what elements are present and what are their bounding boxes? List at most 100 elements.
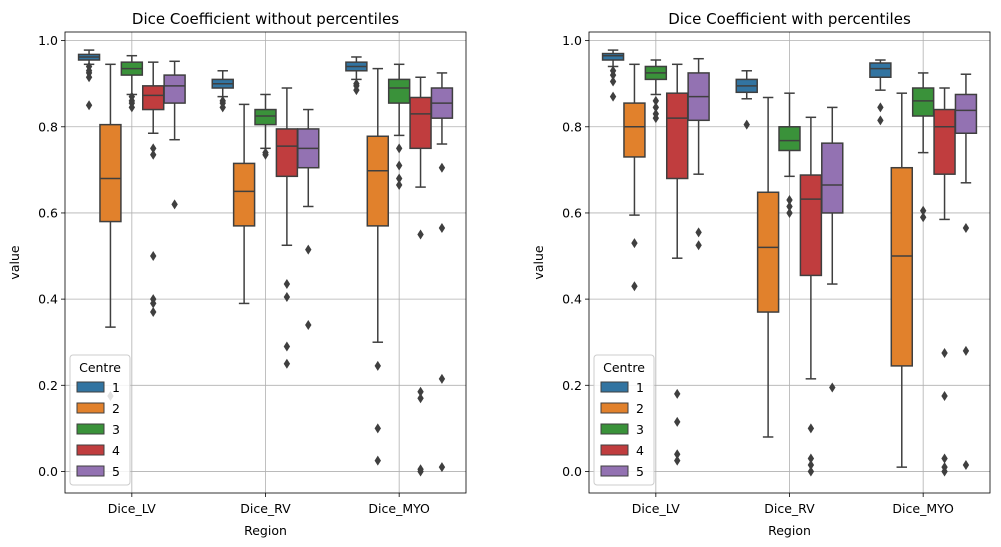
legend-label-centre-1: 1 (112, 380, 120, 395)
legend-swatch-centre-3 (600, 423, 629, 435)
chart-panel-2: 0.0 0.2 0.4 0.6 0.8 1.0 Dice_LV Dice_RV Dice_MYO… (531, 10, 991, 538)
x-axis-label: Region (244, 523, 287, 538)
box-body (623, 102, 646, 158)
legend-swatch-centre-3 (76, 423, 105, 435)
outlier-point (807, 453, 815, 464)
outlier-point (150, 251, 157, 262)
box-body (254, 108, 277, 126)
box-Dice_RV-centre-2 (756, 96, 780, 438)
box-Dice_LV-centre-1 (77, 49, 101, 111)
box-body (163, 74, 186, 104)
y-tick-label: 0.6 (562, 205, 582, 220)
y-tick-label: 1.0 (562, 33, 582, 48)
box-body (99, 123, 122, 223)
outlier-point (150, 143, 157, 154)
outlier-point (305, 319, 312, 330)
box-Dice_LV-centre-4 (665, 63, 689, 466)
x-tick-label: Dice_RV (240, 501, 291, 516)
outlier-point (743, 119, 750, 130)
box-body (756, 191, 780, 313)
box-body (869, 62, 892, 78)
outlier-point (417, 393, 424, 404)
box-Dice_RV-centre-1 (735, 70, 758, 130)
box-Dice_LV-centre-3 (120, 54, 144, 113)
outlier-point (962, 223, 970, 234)
x-tick-label: Dice_MYO (368, 501, 430, 516)
box-Dice_LV-centre-1 (601, 49, 625, 102)
y-tick-label: 0.6 (38, 205, 58, 220)
box-Dice_RV-centre-4 (799, 116, 823, 477)
y-tick-label: 1.0 (38, 33, 58, 48)
outlier-point (395, 173, 403, 184)
box-body (366, 135, 390, 227)
outlier-point (353, 85, 360, 96)
box-body (933, 108, 956, 175)
outlier-point (674, 416, 681, 427)
x-axis-label: Region (768, 523, 811, 538)
outlier-point (374, 455, 381, 466)
outlier-point (652, 113, 660, 124)
outlier-point (919, 212, 927, 223)
box-Dice_RV-centre-5 (821, 106, 844, 393)
outlier-point (652, 102, 660, 113)
outlier-point (941, 466, 948, 477)
box-Dice_LV-centre-3 (644, 59, 668, 124)
outlier-point (919, 205, 927, 216)
outlier-point (417, 386, 424, 397)
y-tick-label: 0.0 (38, 464, 58, 479)
legend-label-centre-3: 3 (112, 422, 120, 437)
outlier-point (171, 199, 178, 210)
outlier-point (128, 102, 136, 113)
outlier-point (631, 238, 638, 249)
box-body (275, 128, 299, 178)
box-body (665, 92, 689, 180)
outlier-point (438, 162, 446, 173)
legend-label-centre-2: 2 (112, 401, 120, 416)
box-Dice_LV-centre-4 (141, 61, 165, 318)
box-body (141, 85, 165, 111)
y-axis-label: value (7, 245, 22, 279)
outlier-point (395, 179, 403, 190)
y-axis-label: value (531, 245, 546, 279)
box-body (232, 162, 256, 227)
outlier-point (305, 244, 312, 255)
box-body (821, 142, 844, 214)
outlier-point (877, 115, 884, 126)
legend-label-centre-4: 4 (112, 443, 120, 458)
y-tick-label: 0.0 (562, 464, 582, 479)
box-Dice_MYO-centre-4 (933, 87, 956, 477)
legend-swatch-centre-5 (600, 465, 629, 477)
box-body (409, 96, 432, 150)
y-tick-label: 0.4 (562, 292, 582, 307)
chart-title: Dice Coefficient with percentiles (668, 10, 911, 28)
box-Dice_MYO-centre-1 (345, 56, 368, 96)
outlier-point (219, 102, 226, 113)
legend-swatch-centre-1 (600, 381, 629, 393)
legend-swatch-centre-4 (600, 444, 629, 456)
legend-title: Centre (603, 360, 645, 375)
legend-swatch-centre-2 (76, 402, 105, 414)
outlier-point (786, 195, 793, 206)
outlier-point (674, 455, 681, 466)
outlier-point (786, 207, 793, 218)
box-body (778, 126, 801, 152)
box-Dice_MYO-centre-2 (890, 92, 914, 468)
outlier-point (609, 76, 617, 87)
outlier-point (941, 391, 948, 402)
outlier-point (438, 373, 446, 384)
box-Dice_RV-centre-2 (232, 103, 256, 305)
outlier-point (674, 388, 681, 399)
outlier-point (150, 307, 157, 318)
box-Dice_RV-centre-3 (254, 93, 277, 160)
legend-label-centre-4: 4 (636, 443, 644, 458)
outlier-point (962, 459, 970, 470)
chart-panel-1: 0.0 0.2 0.4 0.6 0.8 1.0 Dice_LV Dice_RV Dice_MYO… (7, 10, 467, 538)
box-Dice_MYO-centre-5 (954, 73, 978, 470)
outlier-point (807, 466, 815, 477)
box-body (890, 166, 914, 367)
outlier-point (695, 240, 702, 251)
x-tick-label: Dice_LV (632, 501, 681, 516)
y-tick-label: 0.8 (562, 119, 582, 134)
outlier-point (695, 227, 702, 238)
